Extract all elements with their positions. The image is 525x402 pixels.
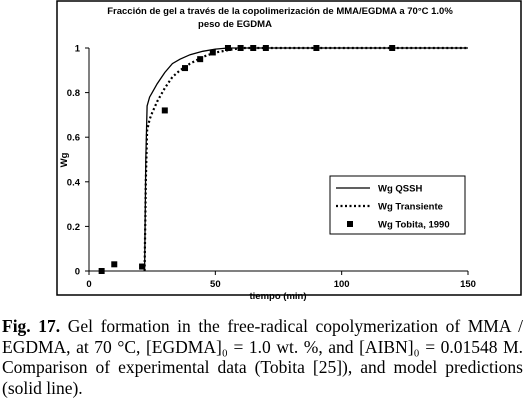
tobita-data-point (224, 45, 231, 51)
axis-ticks: 0 0.2 0.4 0.6 0.8 1 0 50 100 150 (67, 44, 476, 291)
x-tick-label: 0 (86, 279, 91, 290)
chart-svg: Fracción de gel a través de la copolimer… (56, 0, 522, 302)
tobita-data-point (111, 261, 118, 268)
caption-text: Gel formation in the free-radical copoly… (2, 316, 523, 398)
chart-title-line2: peso de EGDMA (198, 19, 272, 30)
series-line-qssh (143, 47, 468, 272)
y-tick-label: 0.8 (67, 88, 80, 99)
chart: Fracción de gel a través de la copolimer… (56, 0, 522, 302)
legend-label: Wg Transiente (378, 202, 443, 213)
y-tick-label: 0 (75, 267, 80, 278)
tobita-data-point (313, 45, 320, 51)
chart-title-line1: Fracción de gel a través de la copolimer… (107, 6, 453, 17)
tobita-data-point (237, 45, 244, 51)
x-tick-label: 100 (334, 279, 350, 290)
tobita-data-point (197, 56, 204, 63)
tobita-data-point (250, 45, 257, 51)
legend-label: Wg QSSH (378, 184, 422, 195)
y-tick-label: 0.6 (67, 133, 80, 144)
legend-label: Wg Tobita, 1990 (378, 220, 450, 231)
tobita-data-point (389, 45, 396, 51)
tobita-data-point (161, 107, 168, 114)
tobita-data-point (262, 45, 269, 51)
tobita-data-point (182, 65, 189, 72)
series-layer (98, 45, 468, 274)
tobita-data-point (98, 268, 105, 274)
x-tick-label: 150 (460, 279, 476, 290)
legend: Wg QSSH Wg Transiente Wg Tobita, 1990 (329, 175, 466, 235)
tobita-data-point (209, 49, 216, 56)
legend-marker-tobita (347, 221, 353, 227)
y-tick-label: 1 (75, 44, 81, 55)
caption-label: Fig. 17. (2, 316, 61, 336)
tobita-data-point (139, 263, 146, 270)
chart-border (56, 0, 522, 296)
y-tick-label: 0.2 (67, 222, 80, 233)
figure-caption: Fig. 17. Gel formation in the free-radic… (2, 316, 523, 398)
x-axis-label: tiempo (min) (250, 291, 307, 302)
y-axis-label: Wg (59, 152, 70, 167)
series-line-transiente (143, 46, 468, 272)
y-tick-label: 0.4 (67, 177, 81, 188)
x-tick-label: 50 (210, 279, 221, 290)
